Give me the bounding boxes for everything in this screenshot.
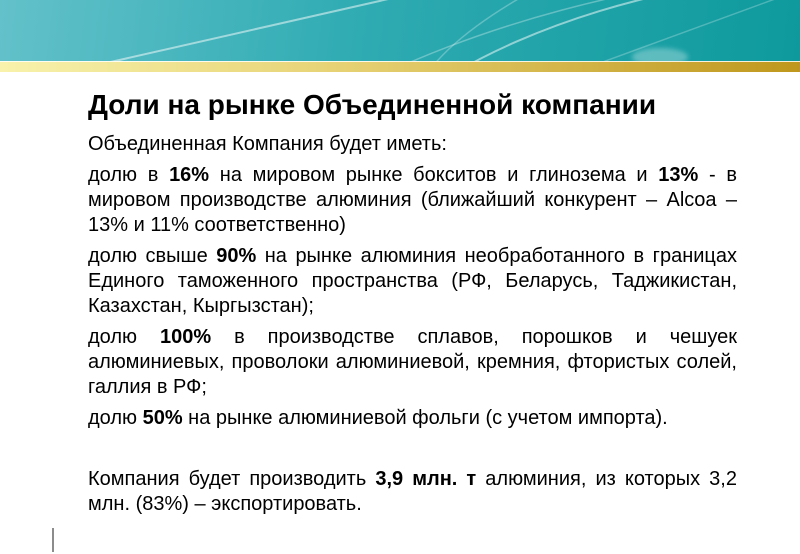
paragraph-production-volume: Компания будет производить 3,9 млн. т ал… [88, 468, 737, 515]
gold-accent-stripe [0, 61, 800, 72]
slide-title: Доли на рынке Объединенной компании [88, 89, 657, 120]
header-band [0, 0, 800, 61]
text-cursor-mark [52, 528, 54, 552]
paragraph-alloys-share: долю 100% в производстве сплавов, порошк… [88, 326, 737, 398]
paragraph-bauxite-alumina-share: долю в 16% на мировом рынке бокситов и г… [88, 164, 737, 236]
slide-content: Доли на рынке Объединенной компании Объе… [88, 72, 737, 523]
paragraph-customs-space-share: долю свыше 90% на рынке алюминия необраб… [88, 245, 737, 317]
paragraph-intro: Объединенная Компания будет иметь: [88, 133, 447, 155]
paragraph-foil-share: долю 50% на рынке алюминиевой фольги (с … [88, 407, 668, 429]
